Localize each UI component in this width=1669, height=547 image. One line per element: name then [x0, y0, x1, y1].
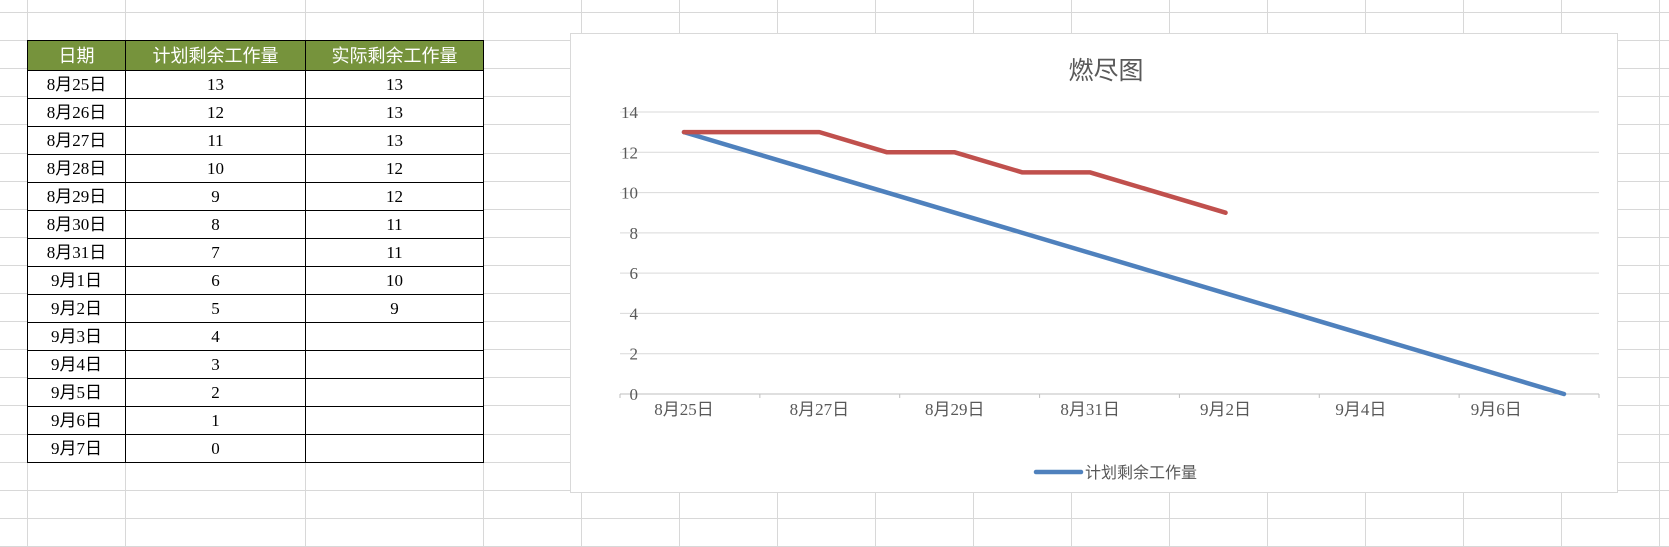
table-cell[interactable]: 9 — [305, 294, 484, 323]
x-axis-label: 8月27日 — [790, 400, 850, 419]
table-cell[interactable]: 3 — [125, 350, 306, 379]
table-cell[interactable]: 9月7日 — [27, 434, 126, 463]
table-row: 8月30日 8 11 — [27, 210, 484, 239]
table-row: 9月1日 6 10 — [27, 266, 484, 295]
table-cell[interactable]: 12 — [125, 98, 306, 127]
table-row: 9月2日 5 9 — [27, 294, 484, 323]
table-cell[interactable]: 0 — [125, 434, 306, 463]
table-row: 8月25日 13 13 — [27, 70, 484, 99]
table-row: 9月5日 2 — [27, 378, 484, 407]
x-axis-label: 9月6日 — [1471, 400, 1522, 419]
table-cell[interactable]: 9月3日 — [27, 322, 126, 351]
table-cell[interactable] — [305, 406, 484, 435]
y-axis-label: 6 — [630, 264, 639, 283]
table-cell[interactable]: 13 — [125, 70, 306, 99]
table-cell[interactable]: 9 — [125, 182, 306, 211]
y-axis-label: 4 — [630, 304, 639, 323]
table-cell[interactable]: 9月5日 — [27, 378, 126, 407]
x-axis-label: 8月25日 — [654, 400, 714, 419]
x-axis-label: 8月29日 — [925, 400, 985, 419]
table-cell[interactable] — [305, 434, 484, 463]
y-axis-label: 8 — [630, 224, 639, 243]
table-cell[interactable]: 8月29日 — [27, 182, 126, 211]
table-cell[interactable]: 5 — [125, 294, 306, 323]
table-cell[interactable]: 8月27日 — [27, 126, 126, 155]
table-cell[interactable]: 13 — [305, 70, 484, 99]
table-cell[interactable] — [305, 322, 484, 351]
table-cell[interactable]: 10 — [305, 266, 484, 295]
table-cell[interactable]: 1 — [125, 406, 306, 435]
y-axis-label: 12 — [621, 143, 638, 162]
table-cell[interactable]: 9月4日 — [27, 350, 126, 379]
table-cell[interactable]: 8月30日 — [27, 210, 126, 239]
table-cell[interactable]: 8月31日 — [27, 238, 126, 267]
table-cell[interactable]: 11 — [305, 238, 484, 267]
table-row: 8月29日 9 12 — [27, 182, 484, 211]
table-cell[interactable]: 8 — [125, 210, 306, 239]
x-axis-label: 9月4日 — [1335, 400, 1386, 419]
table-row: 9月3日 4 — [27, 322, 484, 351]
x-axis-label: 9月2日 — [1200, 400, 1251, 419]
burndown-data-table: 日期 计划剩余工作量 实际剩余工作量 8月25日 13 13 8月26日 12 13 8月2… — [27, 40, 484, 463]
table-cell[interactable]: 7 — [125, 238, 306, 267]
sheet-gridline-horizontal — [0, 12, 1669, 13]
sheet-gridline-horizontal — [0, 517, 1669, 519]
table-cell[interactable]: 12 — [305, 154, 484, 183]
y-axis-label: 0 — [630, 385, 639, 404]
table-row: 8月28日 10 12 — [27, 154, 484, 183]
sheet-gridline-vertical — [1659, 0, 1660, 546]
header-cell-date[interactable]: 日期 — [27, 40, 126, 71]
header-cell-actual[interactable]: 实际剩余工作量 — [305, 40, 484, 71]
table-cell[interactable]: 2 — [125, 378, 306, 407]
table-cell[interactable]: 10 — [125, 154, 306, 183]
table-cell[interactable]: 13 — [305, 126, 484, 155]
table-cell[interactable]: 6 — [125, 266, 306, 295]
table-body: 8月25日 13 13 8月26日 12 13 8月27日 11 13 8月28日 10 12 8月29… — [27, 70, 484, 463]
planned-series-line — [681, 129, 1567, 397]
burndown-chart-svg: 0 2 4 6 8 10 12 14 8月25日 8月27日 8月29日 8月31日 9月2日 9月4日 9… — [619, 57, 1600, 482]
table-cell[interactable]: 9月2日 — [27, 294, 126, 323]
table-cell[interactable]: 12 — [305, 182, 484, 211]
table-cell[interactable] — [305, 378, 484, 407]
header-cell-plan[interactable]: 计划剩余工作量 — [125, 40, 306, 71]
table-cell[interactable]: 8月26日 — [27, 98, 126, 127]
table-cell[interactable]: 11 — [305, 210, 484, 239]
table-row: 8月26日 12 13 — [27, 98, 484, 127]
actual-series-line — [681, 129, 1228, 215]
chart-title: 燃尽图 — [1068, 57, 1143, 85]
table-cell[interactable] — [305, 350, 484, 379]
table-cell[interactable]: 8月25日 — [27, 70, 126, 99]
table-cell[interactable]: 11 — [125, 126, 306, 155]
table-cell[interactable]: 4 — [125, 322, 306, 351]
table-header-row: 日期 计划剩余工作量 实际剩余工作量 — [27, 40, 484, 71]
burndown-chart[interactable]: 0 2 4 6 8 10 12 14 8月25日 8月27日 8月29日 8月31日 9月2日 9月4日 9… — [570, 33, 1618, 493]
y-axis-label: 14 — [621, 103, 639, 122]
table-row: 8月31日 7 11 — [27, 238, 484, 267]
x-axis-label: 8月31日 — [1060, 400, 1120, 419]
y-axis-label: 2 — [630, 345, 639, 364]
table-row: 9月7日 0 — [27, 434, 484, 463]
table-row: 8月27日 11 13 — [27, 126, 484, 155]
table-row: 9月6日 1 — [27, 406, 484, 435]
table-row: 9月4日 3 — [27, 350, 484, 379]
table-cell[interactable]: 8月28日 — [27, 154, 126, 183]
y-axis-label: 10 — [621, 184, 638, 203]
table-cell[interactable]: 13 — [305, 98, 484, 127]
table-cell[interactable]: 9月1日 — [27, 266, 126, 295]
table-cell[interactable]: 9月6日 — [27, 406, 126, 435]
legend-label: 计划剩余工作量 — [1085, 463, 1197, 482]
